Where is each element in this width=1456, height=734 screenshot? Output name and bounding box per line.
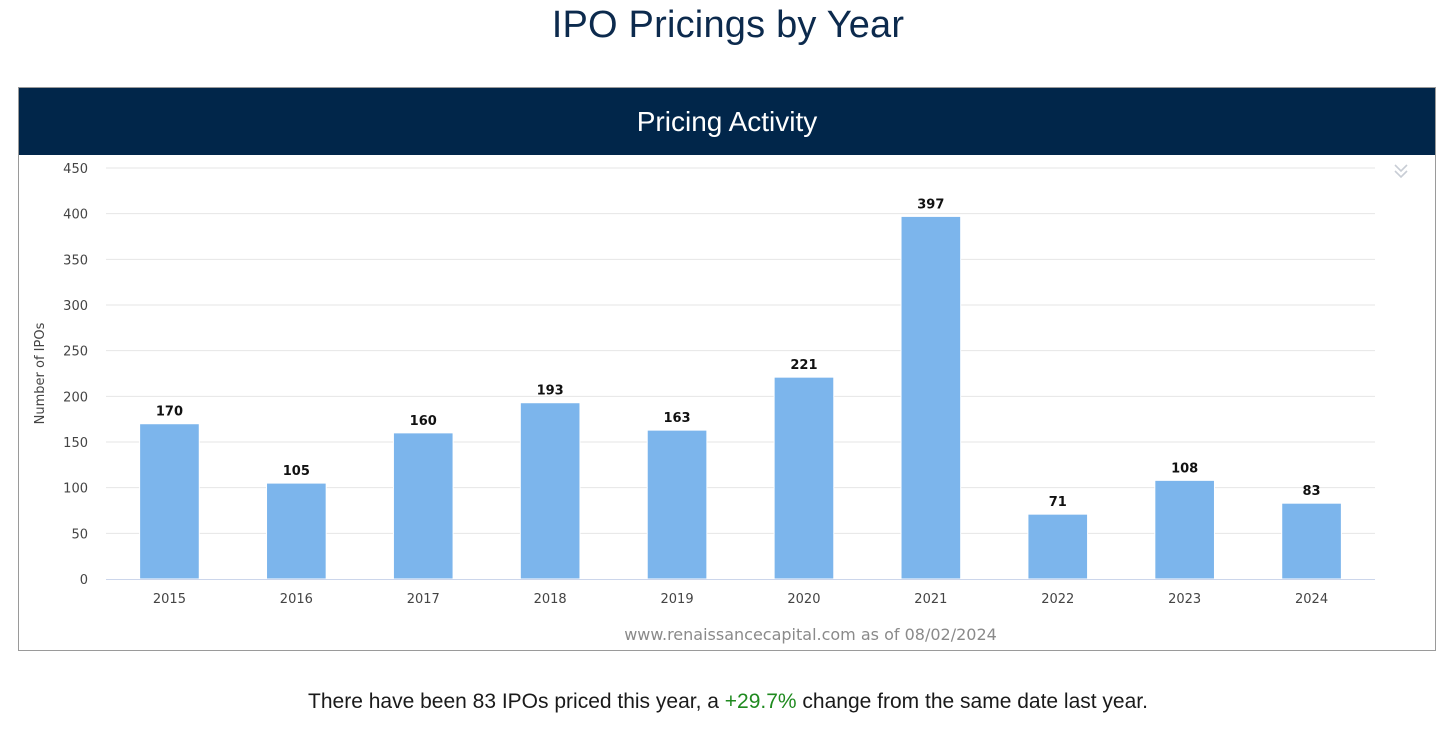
- bar-2015[interactable]: [139, 423, 200, 580]
- summary-prefix: There have been 83 IPOs priced this year…: [308, 690, 725, 713]
- y-tick-label: 400: [63, 208, 88, 223]
- data-label-2015: 170: [156, 405, 183, 420]
- chart-panel: Pricing Activity 0 50 100 150 200 250 300 350 40…: [18, 87, 1436, 651]
- data-label-2020: 221: [790, 358, 817, 373]
- y-tick-label: 50: [71, 527, 88, 542]
- grid-lines: [106, 167, 1375, 534]
- panel-header: Pricing Activity: [19, 88, 1435, 155]
- panel-header-title: Pricing Activity: [636, 105, 818, 137]
- bar-2016[interactable]: [266, 482, 327, 580]
- summary-change-value: +29.7%: [724, 690, 797, 713]
- bar-2023[interactable]: [1154, 479, 1215, 580]
- data-label-2018: 193: [537, 384, 564, 399]
- data-label-2024: 83: [1303, 484, 1321, 499]
- y-tick-label: 250: [63, 345, 88, 360]
- bar-2018[interactable]: [519, 402, 581, 580]
- data-label-2021: 397: [917, 197, 944, 212]
- page-title: IPO Pricings by Year: [551, 4, 905, 46]
- y-axis-ticks: 0 50 100 150 200 250 300 350 400 450: [63, 162, 88, 588]
- y-tick-label: 450: [63, 162, 88, 177]
- data-labels: 170 105 160 193 163 221 397 71 108 83: [156, 197, 1321, 510]
- y-tick-label: 150: [63, 436, 88, 451]
- bars: [139, 215, 1342, 580]
- bar-2024[interactable]: [1281, 502, 1342, 580]
- data-label-2023: 108: [1171, 461, 1198, 476]
- x-tick-label-2018: 2018: [534, 592, 567, 607]
- x-axis-ticks: 2015 2016 2017 2018 2019 2020 2021 2022 2023 2024: [153, 592, 1328, 607]
- x-tick-label-2021: 2021: [914, 592, 947, 607]
- y-axis-title: Number of IPOs: [33, 322, 48, 424]
- bar-2019[interactable]: [646, 429, 708, 580]
- data-label-2022: 71: [1049, 495, 1067, 510]
- data-label-2017: 160: [410, 414, 437, 429]
- x-tick-label-2016: 2016: [280, 592, 313, 607]
- x-tick-label-2022: 2022: [1041, 592, 1074, 607]
- summary-suffix: change from the same date last year.: [796, 690, 1148, 713]
- x-tick-label-2015: 2015: [153, 592, 186, 607]
- bar-2021[interactable]: [900, 215, 962, 580]
- y-tick-label: 100: [63, 482, 88, 497]
- y-tick-label: 350: [63, 253, 88, 268]
- bar-chart: 0 50 100 150 200 250 300 350 400 450 170 105 160 193…: [33, 158, 1413, 644]
- chart-menu-button[interactable]: [1389, 158, 1413, 184]
- x-tick-label-2019: 2019: [661, 592, 694, 607]
- y-tick-label: 300: [63, 299, 88, 314]
- x-tick-label-2017: 2017: [407, 592, 440, 607]
- bar-2020[interactable]: [773, 376, 835, 580]
- summary-text: There have been 83 IPOs priced this year…: [0, 690, 1456, 714]
- bar-2017[interactable]: [392, 432, 454, 580]
- double-chevron-down-icon: [1394, 164, 1408, 179]
- source-credit: www.renaissancecapital.com as of 08/02/2…: [624, 625, 997, 644]
- y-tick-label: 200: [63, 390, 88, 405]
- data-label-2019: 163: [663, 411, 690, 426]
- bar-2022[interactable]: [1027, 513, 1089, 580]
- x-tick-label-2023: 2023: [1168, 592, 1201, 607]
- y-tick-label: 0: [80, 573, 88, 588]
- x-tick-label-2024: 2024: [1295, 592, 1328, 607]
- x-tick-label-2020: 2020: [787, 592, 820, 607]
- data-label-2016: 105: [283, 464, 310, 479]
